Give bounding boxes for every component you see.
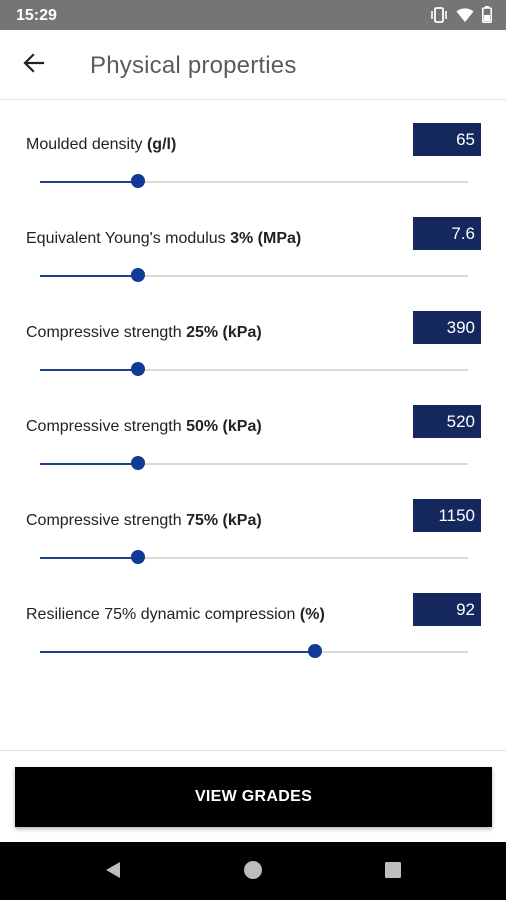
divider	[0, 750, 506, 751]
nav-recents-icon	[384, 861, 402, 884]
back-button[interactable]	[16, 47, 52, 83]
property-slider[interactable]	[40, 550, 468, 564]
property-resilience: Resilience 75% dynamic compression (%) 9…	[0, 593, 506, 687]
slider-thumb[interactable]	[131, 550, 146, 564]
slider-track	[40, 181, 468, 183]
property-slider[interactable]	[40, 456, 468, 470]
slider-fill	[40, 651, 316, 653]
slider-thumb[interactable]	[308, 644, 323, 658]
slider-track	[40, 557, 468, 559]
property-slider[interactable]	[40, 644, 468, 658]
page-title: Physical properties	[90, 52, 297, 79]
vibrate-icon	[430, 6, 448, 23]
value-field[interactable]: 92	[413, 593, 481, 626]
property-compressive-strength-75: Compressive strength 75% (kPa) 1150	[0, 499, 506, 593]
status-icons	[430, 6, 492, 23]
properties-list: Moulded density (g/l) 65 Equivalent Youn…	[0, 101, 506, 750]
property-label: Compressive strength 50% (kPa)	[26, 418, 262, 435]
system-nav-bar	[0, 842, 506, 900]
slider-fill	[40, 557, 139, 559]
nav-back-button[interactable]	[100, 859, 126, 885]
property-label: Compressive strength 75% (kPa)	[26, 512, 262, 529]
nav-recents-button[interactable]	[380, 859, 406, 885]
value-field[interactable]: 1150	[413, 499, 481, 532]
value-field[interactable]: 520	[413, 405, 481, 438]
property-moulded-density: Moulded density (g/l) 65	[0, 123, 506, 217]
property-slider[interactable]	[40, 268, 468, 282]
nav-back-icon	[103, 860, 123, 885]
slider-thumb[interactable]	[131, 268, 146, 282]
property-label: Moulded density (g/l)	[26, 136, 177, 153]
property-label: Compressive strength 25% (kPa)	[26, 324, 262, 341]
property-slider[interactable]	[40, 174, 468, 188]
status-bar: 15:29	[0, 0, 506, 30]
property-label: Resilience 75% dynamic compression (%)	[26, 606, 325, 623]
property-slider[interactable]	[40, 362, 468, 376]
slider-fill	[40, 463, 139, 465]
value-field[interactable]: 390	[413, 311, 481, 344]
wifi-icon	[456, 7, 474, 23]
view-grades-button[interactable]: VIEW GRADES	[15, 767, 492, 827]
property-label: Equivalent Young's modulus 3% (MPa)	[26, 230, 302, 247]
slider-fill	[40, 369, 139, 371]
slider-track	[40, 463, 468, 465]
slider-thumb[interactable]	[131, 174, 146, 188]
property-youngs-modulus: Equivalent Young's modulus 3% (MPa) 7.6	[0, 217, 506, 311]
status-time: 15:29	[16, 7, 57, 24]
value-field[interactable]: 7.6	[413, 217, 481, 250]
slider-thumb[interactable]	[131, 456, 146, 470]
value-field[interactable]: 65	[413, 123, 481, 156]
slider-track	[40, 275, 468, 277]
back-arrow-icon	[23, 52, 45, 79]
battery-icon	[482, 6, 492, 23]
slider-fill	[40, 275, 139, 277]
property-compressive-strength-25: Compressive strength 25% (kPa) 390	[0, 311, 506, 405]
slider-fill	[40, 181, 139, 183]
slider-track	[40, 369, 468, 371]
nav-home-icon	[242, 859, 264, 886]
slider-thumb[interactable]	[131, 362, 146, 376]
nav-home-button[interactable]	[240, 859, 266, 885]
property-compressive-strength-50: Compressive strength 50% (kPa) 520	[0, 405, 506, 499]
app-bar: Physical properties	[0, 30, 506, 100]
